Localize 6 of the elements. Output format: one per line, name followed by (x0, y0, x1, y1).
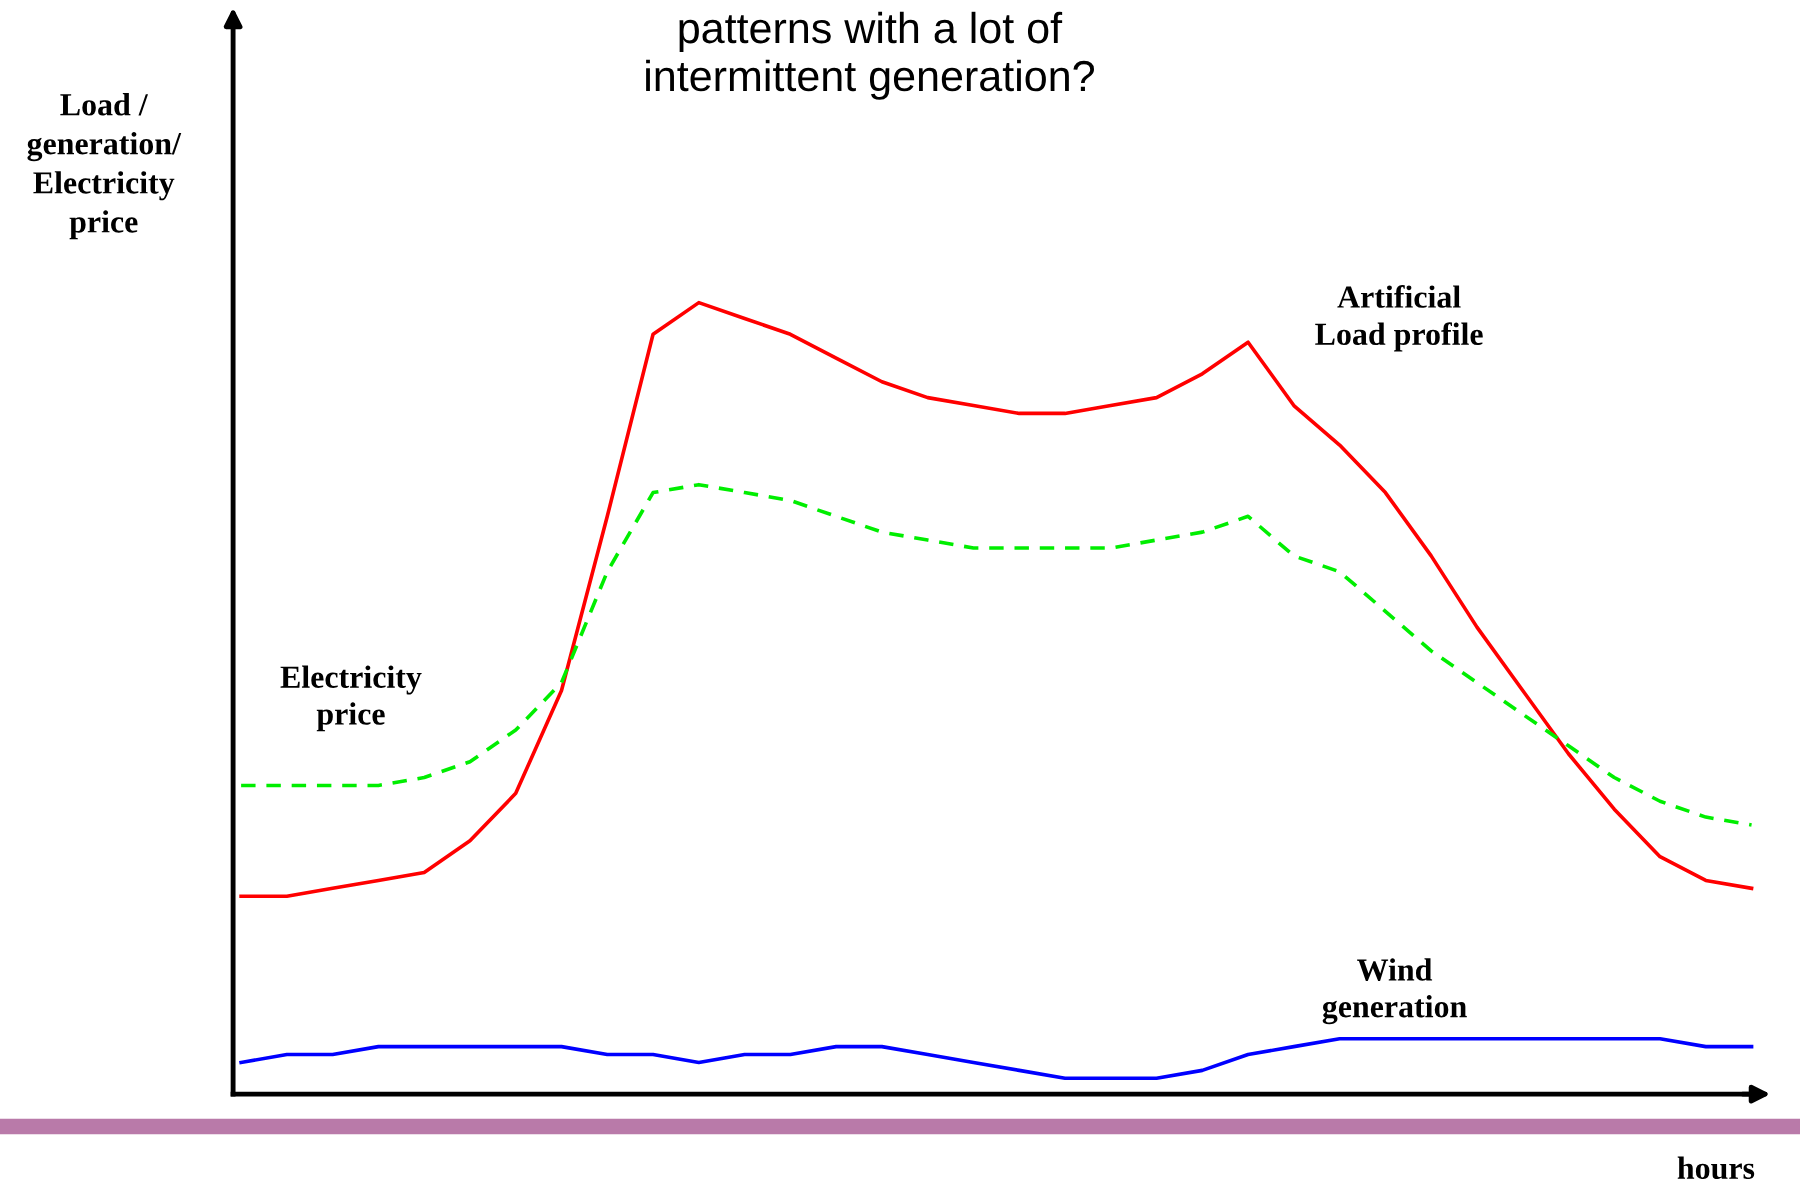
series-label: Wind generation (1322, 958, 1467, 1025)
y-axis-title: Load / generation/ Electricity price (27, 93, 182, 240)
series-label: Electricity price (280, 665, 422, 732)
chart-title: patterns with a lot of intermittent generation? (646, 11, 1094, 100)
series-label: Artificial Load profile (1315, 285, 1483, 352)
x-axis-title: hours (1677, 1156, 1755, 1179)
